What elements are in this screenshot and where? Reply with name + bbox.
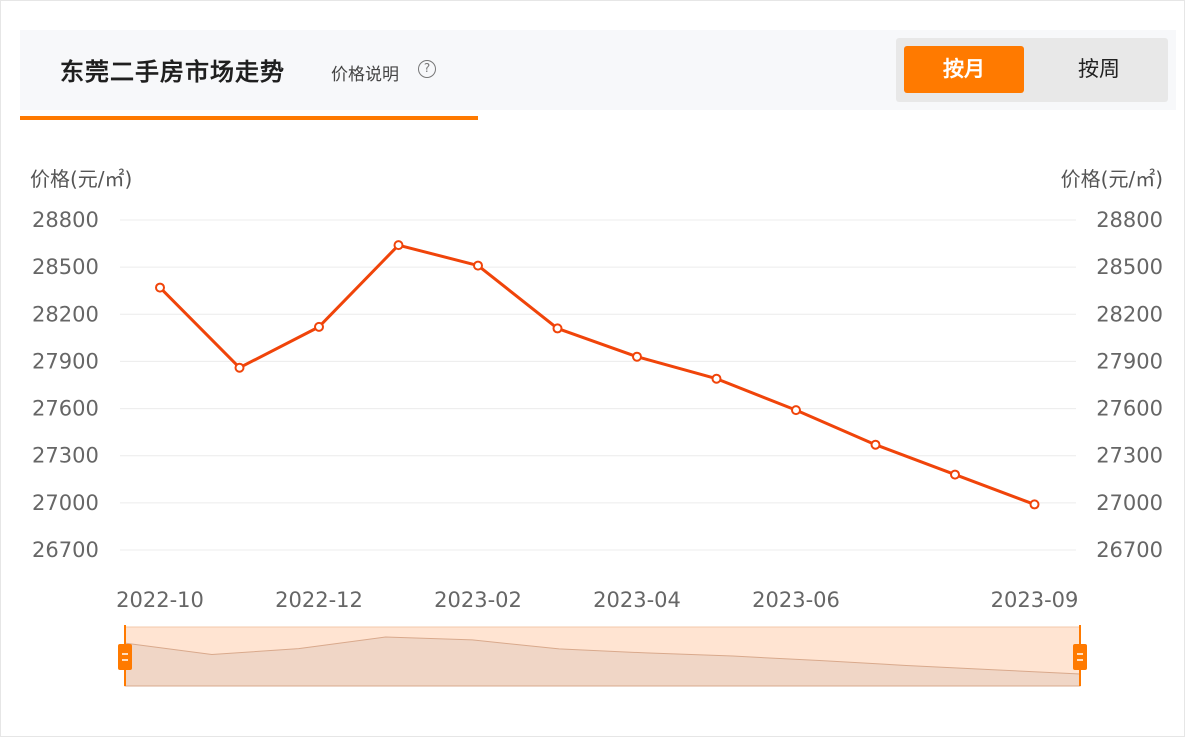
chart-title: 东莞二手房市场走势 [60, 58, 285, 86]
series-line [155, 240, 1040, 510]
data-point [314, 321, 324, 332]
x-tick-label: 2023-09 [991, 588, 1079, 612]
data-point [1029, 499, 1040, 510]
y-tick-label-left: 26700 [32, 538, 99, 562]
data-point [711, 373, 722, 384]
help-icon[interactable]: ? [418, 60, 436, 78]
grid-lines [120, 219, 1076, 551]
range-brush[interactable] [118, 625, 1087, 687]
y-tick-label-left: 27000 [32, 491, 99, 515]
y-tick-label-right: 28500 [1096, 255, 1163, 279]
data-point [632, 351, 642, 362]
x-tick-label: 2023-04 [593, 588, 681, 612]
x-tick-label: 2023-02 [434, 588, 522, 612]
data-point [473, 260, 483, 271]
y-axis-label-right: 价格(元/㎡) [1061, 167, 1163, 191]
y-tick-label-right: 26700 [1096, 538, 1163, 562]
chart-header: 东莞二手房市场走势 价格说明 ? 按月 按周 [20, 30, 1176, 110]
y-tick-label-right: 28200 [1096, 302, 1163, 326]
x-tick-label: 2022-10 [116, 588, 204, 612]
x-tick-label: 2023-06 [752, 588, 840, 612]
brush-left-handle[interactable] [118, 644, 132, 670]
y-tick-label-left: 27900 [32, 349, 99, 373]
y-tick-label-right: 27000 [1096, 491, 1163, 515]
y-tick-label-left: 28800 [32, 208, 99, 232]
data-point [791, 405, 801, 416]
y-tick-label-left: 27600 [32, 397, 99, 421]
brush-right-handle[interactable] [1073, 644, 1087, 670]
x-tick-label: 2022-12 [275, 588, 363, 612]
y-tick-label-right: 27900 [1096, 349, 1163, 373]
price-note-link[interactable]: 价格说明 [331, 65, 399, 85]
data-point [870, 439, 881, 450]
data-point [155, 282, 165, 293]
x-tick-labels: 2022-10 2022-12 2023-02 2023-04 2023-06 2023-… [116, 588, 1078, 612]
y-tick-label-left: 27300 [32, 444, 99, 468]
y-tick-label-left: 28500 [32, 255, 99, 279]
brush-mini-area [124, 636, 1081, 687]
period-toggle: 按月 按周 [896, 38, 1168, 102]
y-tick-label-right: 27300 [1096, 444, 1163, 468]
data-point [393, 240, 404, 251]
y-tick-label-left: 28200 [32, 302, 99, 326]
data-point [234, 362, 245, 373]
data-point [552, 323, 563, 334]
y-tick-label-right: 27600 [1096, 397, 1163, 421]
y-tick-labels: 28800 28800 28500 28500 28200 28200 27900 27900… [32, 208, 1163, 562]
toggle-month-button[interactable]: 按月 [904, 46, 1024, 93]
title-underline [20, 116, 478, 120]
toggle-week-button[interactable]: 按周 [1078, 57, 1120, 81]
data-point [950, 469, 960, 480]
y-axis-label-left: 价格(元/㎡) [30, 167, 132, 191]
y-tick-label-right: 28800 [1096, 208, 1163, 232]
series-polyline [158, 243, 1036, 506]
